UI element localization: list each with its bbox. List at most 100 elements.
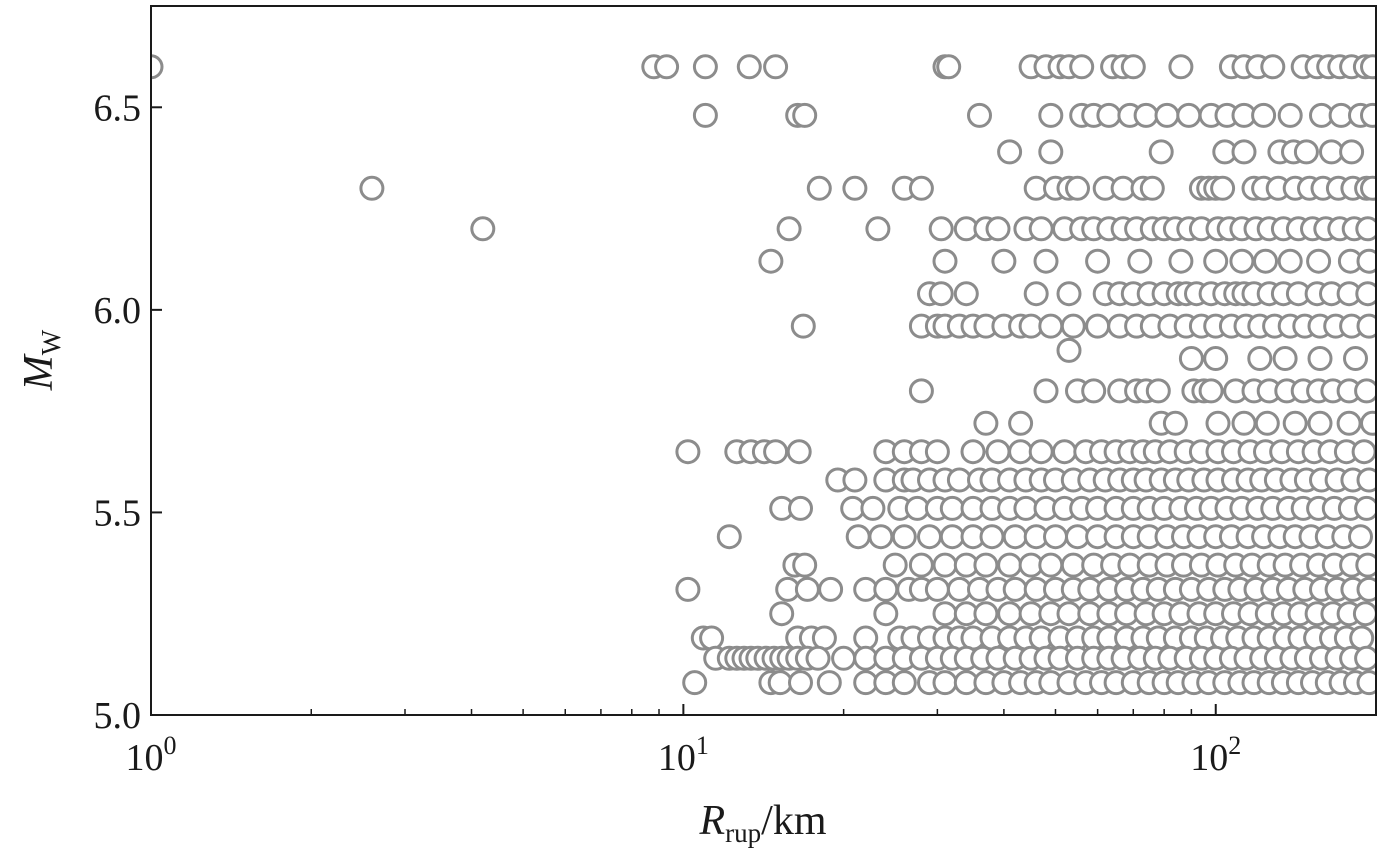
data-point: [1356, 313, 1376, 339]
data-point: [1253, 248, 1278, 274]
data-point: [873, 601, 899, 627]
data-point: [1148, 139, 1174, 165]
data-point: [1154, 102, 1180, 128]
data-point: [932, 248, 958, 274]
data-point: [811, 625, 837, 651]
tick-labels: 5.0 5.5 6.0 6.5 100 101 102: [94, 87, 1242, 779]
data-point: [788, 670, 813, 696]
data-point: [1023, 281, 1049, 307]
data-point: [860, 495, 886, 521]
data-point: [924, 576, 950, 602]
data-point: [1033, 378, 1059, 404]
data-point: [845, 524, 871, 550]
data-point: [939, 524, 965, 550]
data-point: [1133, 102, 1159, 128]
data-point: [1168, 54, 1194, 80]
data-point: [1360, 410, 1376, 436]
data-point: [1060, 552, 1086, 578]
data-point: [763, 439, 789, 465]
data-point: [1162, 410, 1188, 436]
data-point: [1198, 378, 1224, 404]
data-point: [873, 576, 899, 602]
y-tick-label: 5.5: [94, 492, 142, 534]
data-point: [842, 175, 868, 201]
data-point: [1231, 410, 1257, 436]
data-point: [1229, 248, 1255, 274]
data-point: [928, 281, 954, 307]
data-point: [1277, 248, 1303, 274]
data-point: [1203, 346, 1229, 371]
x-axis-title: Rrup/km: [699, 798, 827, 848]
data-point: [1038, 313, 1064, 339]
data-point: [1354, 378, 1376, 404]
data-point: [1038, 139, 1064, 165]
data-point: [831, 645, 857, 671]
data-point: [908, 175, 934, 201]
data-point: [853, 625, 879, 651]
data-point: [953, 281, 979, 307]
data-point: [1178, 346, 1204, 371]
x-tick-label: 100: [126, 731, 177, 779]
data-point: [1008, 410, 1034, 436]
data-point: [973, 410, 999, 436]
data-point: [805, 645, 831, 671]
data-point: [1120, 54, 1146, 80]
data-point: [928, 216, 954, 242]
data-point: [675, 439, 701, 465]
data-point: [675, 576, 701, 602]
data-point: [1085, 313, 1111, 339]
data-point: [997, 552, 1023, 578]
data-point: [1056, 281, 1082, 307]
x-tick-label: 101: [658, 731, 709, 779]
data-point: [1277, 102, 1303, 128]
data-point: [939, 495, 965, 521]
data-point: [842, 467, 868, 493]
data-point: [908, 552, 934, 578]
data-point: [1343, 346, 1368, 371]
data-point: [997, 139, 1023, 165]
y-tick-label: 6.0: [94, 290, 142, 332]
data-point: [654, 54, 680, 80]
data-point: [1038, 102, 1064, 128]
data-point: [1069, 54, 1095, 80]
data-point: [1356, 248, 1376, 274]
data-point: [991, 248, 1017, 274]
y-tick-label: 6.5: [94, 87, 142, 129]
data-point: [1002, 576, 1028, 602]
data-point: [1085, 248, 1111, 274]
data-point: [1307, 410, 1333, 436]
data-point: [1254, 410, 1280, 436]
data-point: [792, 552, 818, 578]
data-point: [1356, 576, 1376, 602]
data-point: [979, 524, 1005, 550]
data-point: [1348, 524, 1373, 550]
data-point: [1356, 467, 1376, 493]
data-point: [1354, 645, 1376, 671]
data-point: [1056, 337, 1082, 363]
data-point: [1293, 139, 1319, 165]
data-point: [1260, 54, 1286, 80]
data-point: [924, 439, 950, 465]
data-point: [932, 670, 958, 696]
data-point: [1028, 439, 1054, 465]
data-point: [818, 576, 844, 602]
data-point: [891, 524, 917, 550]
data-point: [470, 216, 496, 242]
data-point: [786, 439, 812, 465]
data-point: [806, 175, 832, 201]
data-point: [973, 552, 999, 578]
data-point: [1205, 410, 1231, 436]
data-point: [1033, 248, 1059, 274]
data-point: [716, 524, 742, 550]
data-point: [758, 248, 784, 274]
data-point: [1247, 346, 1273, 371]
data-point: [790, 313, 816, 339]
data-point: [816, 670, 842, 696]
data-point: [932, 601, 958, 627]
data-point: [1307, 346, 1333, 371]
data-point: [1352, 601, 1376, 627]
data-point: [1231, 139, 1257, 165]
data-point: [932, 552, 958, 578]
data-point: [985, 439, 1011, 465]
